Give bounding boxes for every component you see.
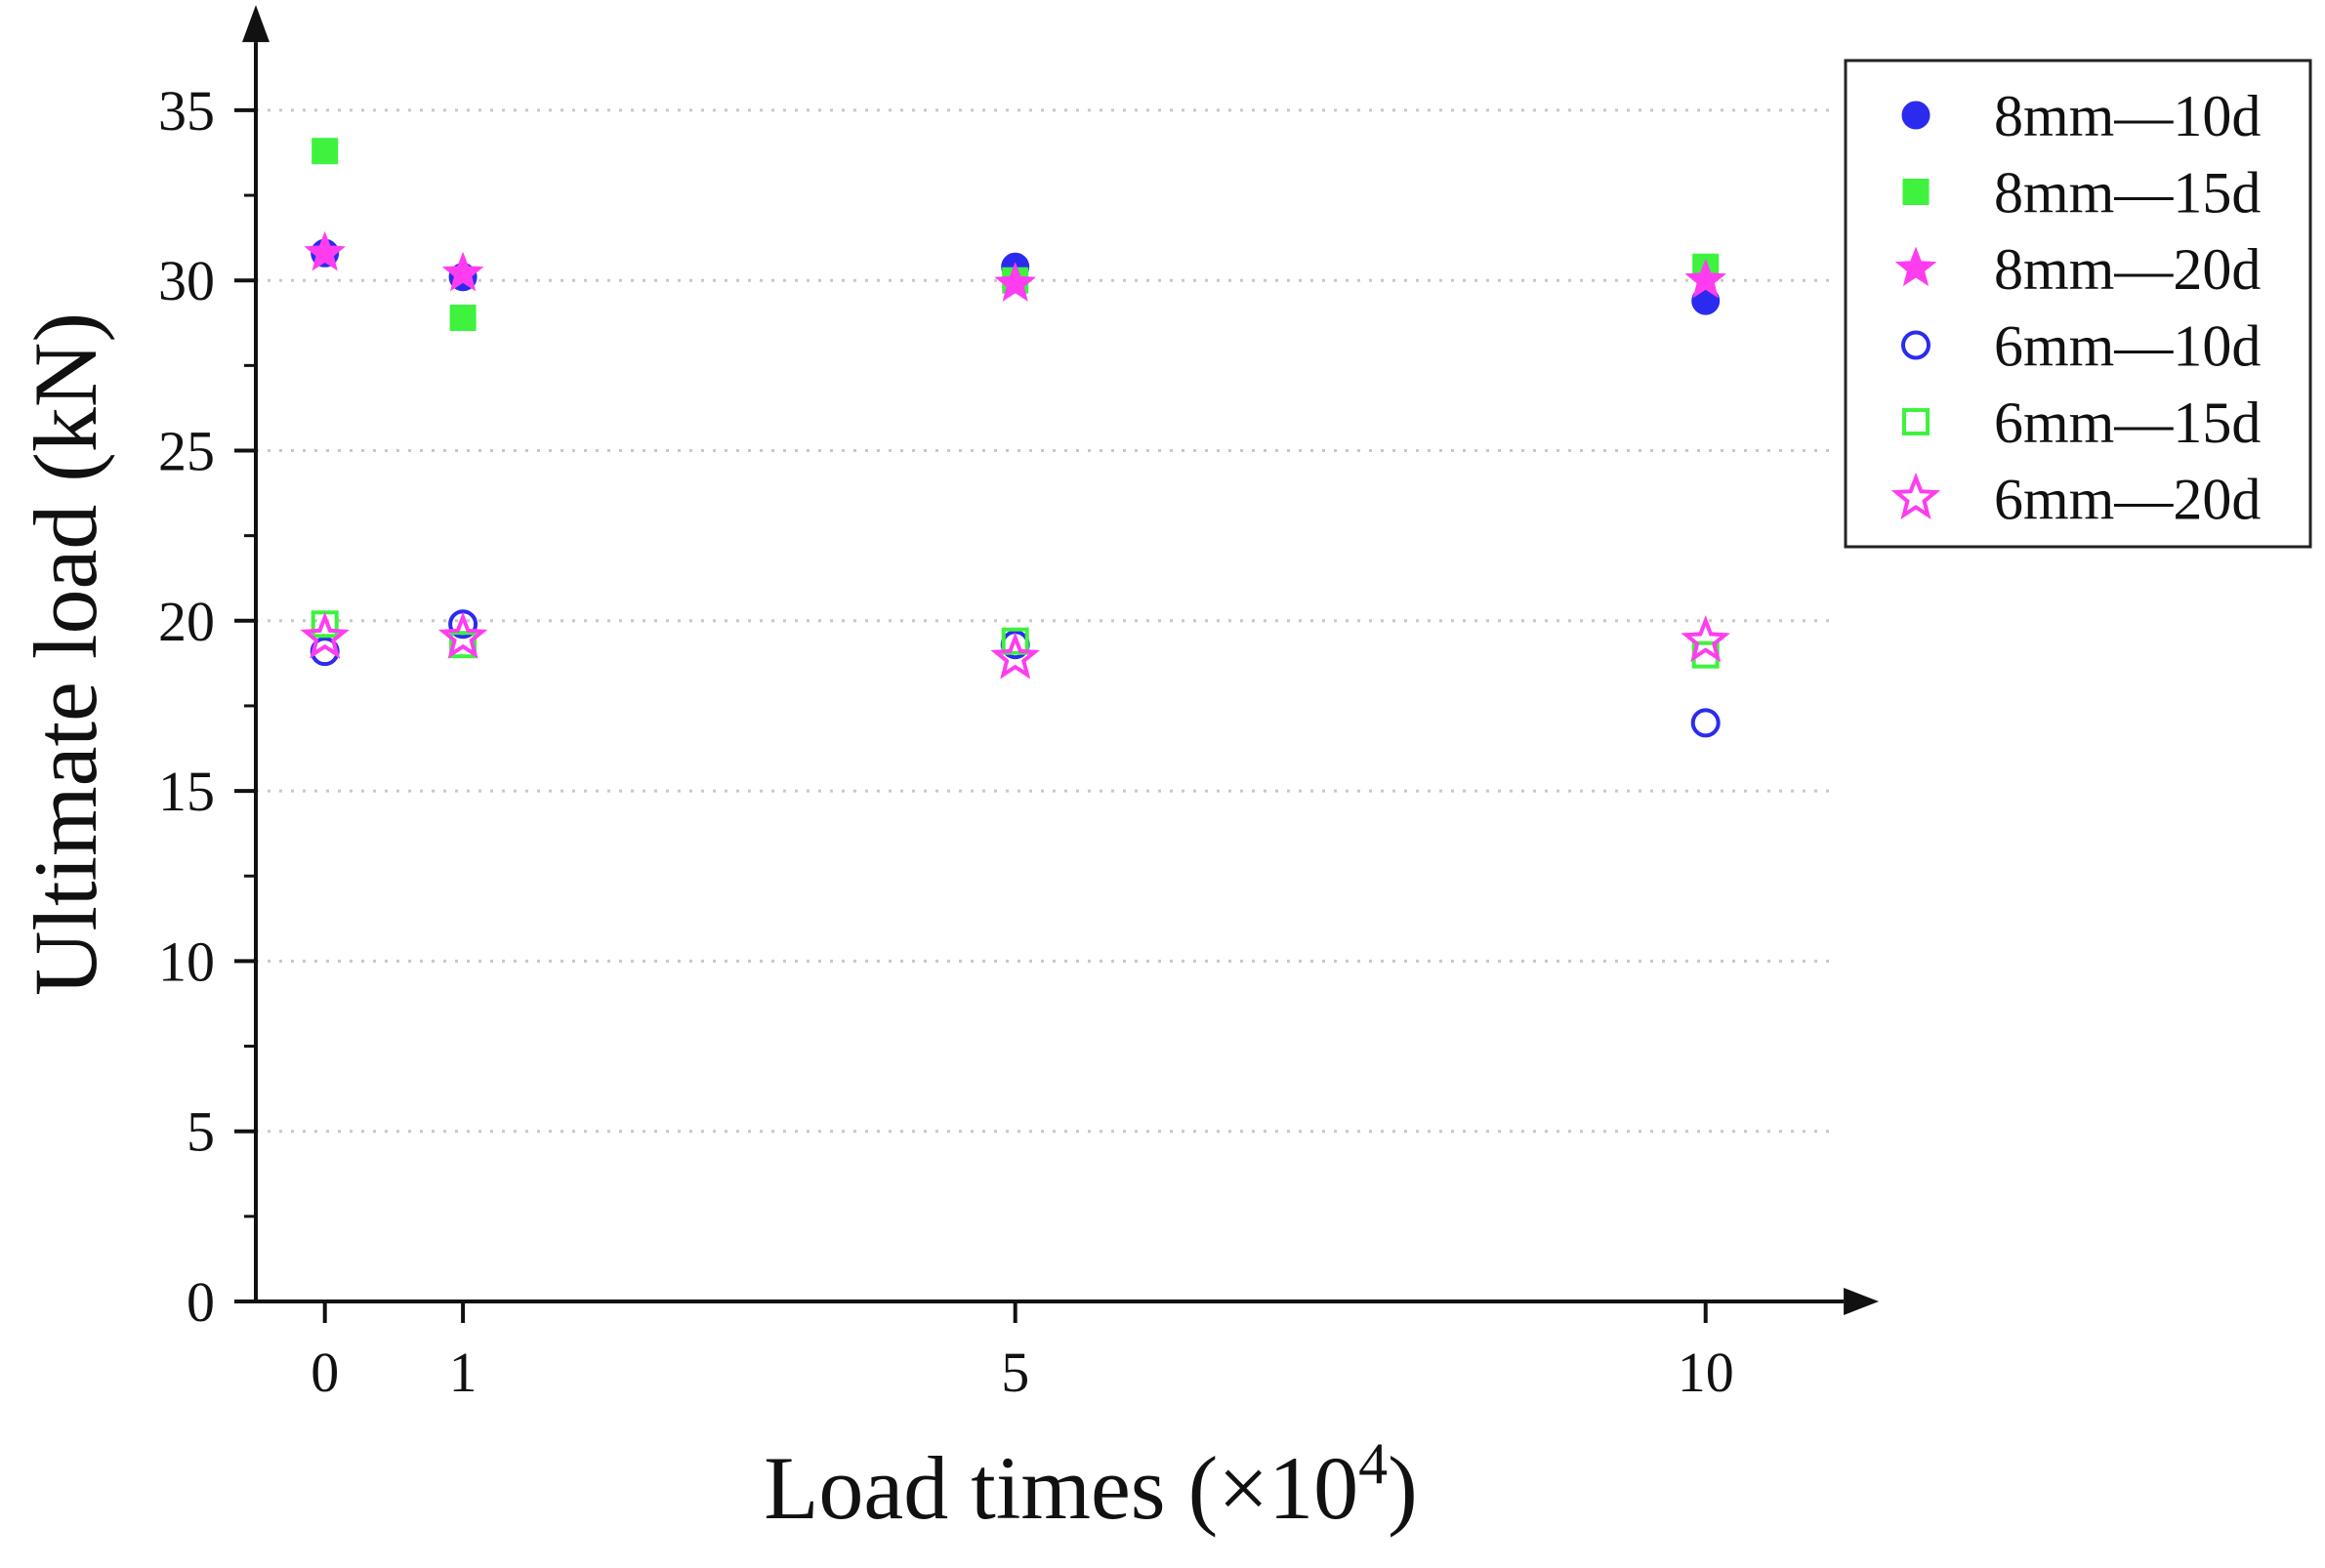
x-axis-title: Load times (×104) <box>764 1431 1418 1538</box>
grid-lines <box>256 108 1835 1134</box>
x-tick-label: 1 <box>449 1341 477 1404</box>
legend-marker <box>1901 330 1931 360</box>
data-point <box>304 230 347 271</box>
data-point <box>441 251 484 292</box>
legend-marker <box>1902 408 1930 435</box>
y-tick-label: 20 <box>158 590 215 653</box>
legend-label: 8mm—10d <box>1994 84 2261 148</box>
legend-marker <box>1901 101 1931 130</box>
data-point <box>448 609 478 640</box>
legend-label: 6mm—20d <box>1994 468 2261 532</box>
data-point <box>300 611 350 659</box>
data-point <box>990 632 1041 680</box>
y-tick-label: 10 <box>158 929 215 993</box>
legend-marker <box>1894 246 1937 287</box>
x-tick-label: 0 <box>311 1341 339 1404</box>
y-axis-title: Ultimate load (kN) <box>16 312 115 996</box>
data-point <box>449 631 477 659</box>
y-axis-arrow <box>242 5 270 43</box>
x-axis-title-text: Load times (×10 <box>764 1438 1358 1538</box>
legend-marker <box>1902 179 1930 205</box>
series-6mm—20d <box>300 611 1730 680</box>
y-tick-label: 5 <box>187 1100 215 1164</box>
data-point <box>311 138 339 165</box>
data-point <box>449 305 477 332</box>
legend-label: 8mm—20d <box>1994 237 2261 302</box>
legend-box <box>1844 59 2312 549</box>
data-point <box>437 611 488 659</box>
x-axis-title-exponent: 4 <box>1358 1431 1388 1496</box>
x-tick-label: 5 <box>1001 1341 1029 1404</box>
legend-label: 8mm—15d <box>1994 161 2261 226</box>
y-tick-label: 35 <box>158 79 215 143</box>
x-axis-title-close: ) <box>1388 1438 1418 1538</box>
legend-label: 6mm—15d <box>1994 391 2261 455</box>
data-point <box>1684 258 1727 299</box>
series-8mm—20d <box>304 230 1727 302</box>
y-tick-label: 25 <box>158 420 215 483</box>
x-axis-arrow <box>1844 1288 1880 1315</box>
y-tick-label: 0 <box>187 1270 215 1334</box>
legend-marker <box>1890 472 1941 519</box>
legend: 8mm—10d 8mm—15d 8mm—20d 6mm—10d 6mm—15d 6mm—2… <box>1844 59 2312 549</box>
data-point <box>1681 615 1730 663</box>
data-points <box>300 138 1730 738</box>
data-point <box>994 262 1037 302</box>
y-tick-label: 15 <box>158 760 215 823</box>
legend-label: 6mm—10d <box>1994 314 2261 379</box>
x-tick-label: 10 <box>1678 1341 1734 1404</box>
series-8mm—15d <box>311 138 1720 332</box>
y-tick-label: 30 <box>158 249 215 312</box>
data-point <box>1690 708 1721 738</box>
data-point <box>1001 627 1029 655</box>
